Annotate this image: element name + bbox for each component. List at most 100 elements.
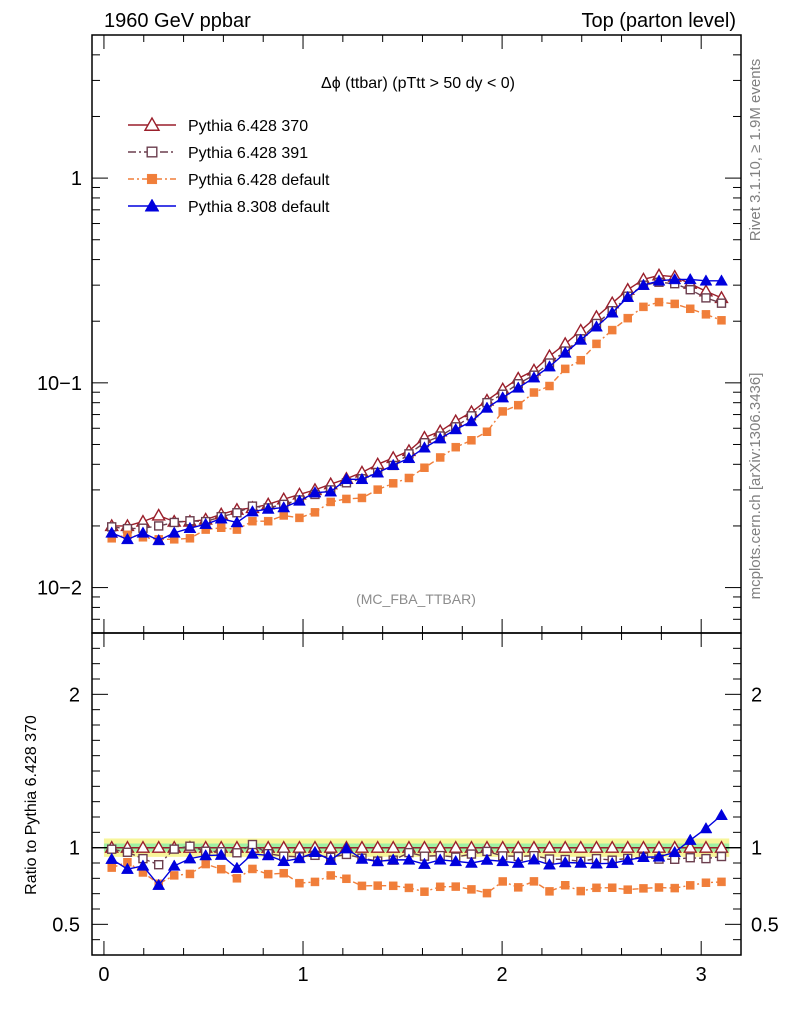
ratio-point xyxy=(169,871,179,880)
ratio-point xyxy=(370,840,385,853)
data-point xyxy=(152,533,166,546)
ratio-point xyxy=(605,856,619,869)
ratio-y-tick-label: 0.5 xyxy=(52,914,80,936)
ratio-point xyxy=(183,852,197,864)
data-point xyxy=(121,532,134,545)
data-point xyxy=(683,272,697,285)
data-point xyxy=(654,297,664,307)
data-point xyxy=(670,299,679,309)
data-point xyxy=(308,486,322,498)
data-point xyxy=(324,485,338,497)
ratio-point xyxy=(230,861,244,873)
mcplots-label: mcplots.cern.ch [arXiv:1306.3436] xyxy=(747,373,764,600)
x-tick-label: 2 xyxy=(497,964,508,986)
data-point xyxy=(357,493,367,503)
ratio-point xyxy=(511,856,525,868)
ratio-point xyxy=(105,852,119,864)
data-point xyxy=(637,278,650,290)
ratio-point xyxy=(620,840,635,853)
ratio-y-tick-label-right: 2 xyxy=(751,684,762,706)
data-point xyxy=(467,436,476,445)
ratio-point xyxy=(355,852,369,864)
data-point xyxy=(527,371,541,383)
ratio-point xyxy=(467,885,476,894)
data-point xyxy=(153,521,164,531)
ratio-point xyxy=(670,883,679,893)
data-point xyxy=(701,310,711,319)
ratio-point xyxy=(323,840,338,853)
ratio-point xyxy=(699,821,713,834)
data-point xyxy=(418,441,431,453)
data-point xyxy=(342,494,351,504)
ratio-point xyxy=(558,840,573,853)
ratio-point xyxy=(246,847,259,859)
data-point xyxy=(293,494,306,506)
ratio-point xyxy=(420,887,429,896)
x-tick-label: 1 xyxy=(297,964,308,986)
data-point xyxy=(214,512,228,524)
ratio-point xyxy=(560,881,570,890)
ratio-point xyxy=(498,877,507,886)
legend-marker xyxy=(143,116,161,131)
ratio-point xyxy=(402,853,416,865)
legend-marker xyxy=(146,173,158,185)
data-point xyxy=(496,391,510,403)
data-point xyxy=(558,346,572,358)
legend-label: Pythia 6.428 default xyxy=(188,172,330,189)
legend-marker xyxy=(144,198,160,212)
main-y-tick-label: 1 xyxy=(71,168,82,190)
ratio-point xyxy=(121,862,134,874)
data-point xyxy=(668,272,682,285)
legend-entry: Pythia 6.428 default xyxy=(128,172,330,189)
data-point xyxy=(605,306,619,318)
data-point xyxy=(716,298,727,308)
data-point xyxy=(465,414,478,427)
ratio-point xyxy=(685,881,695,890)
data-point xyxy=(230,515,244,528)
data-point xyxy=(295,513,304,523)
data-point xyxy=(621,290,635,302)
data-point xyxy=(511,381,525,393)
legend-marker xyxy=(146,146,158,158)
ratio-point xyxy=(279,868,288,878)
ratio-point xyxy=(357,881,367,891)
ratio-point xyxy=(404,883,414,893)
ratio-point xyxy=(685,853,695,863)
ratio-point xyxy=(435,882,445,892)
ratio-point xyxy=(308,845,322,858)
ratio-point xyxy=(465,856,478,868)
ratio-panel-frame xyxy=(91,632,742,956)
ratio-ylabel: Ratio to Pythia 6.428 370 xyxy=(23,715,40,895)
ratio-point xyxy=(576,886,585,896)
ratio-point xyxy=(513,883,523,892)
series-4 xyxy=(105,272,728,890)
ratio-point xyxy=(232,848,242,858)
data-point xyxy=(545,381,554,391)
series-line xyxy=(111,281,722,530)
ratio-point xyxy=(701,853,711,864)
ratio-point xyxy=(167,859,181,871)
series-1 xyxy=(104,267,729,853)
data-point xyxy=(105,526,119,538)
ratio-point xyxy=(589,840,604,853)
ratio-line xyxy=(111,861,722,894)
ratio-point xyxy=(542,840,557,853)
ratio-point xyxy=(717,877,726,887)
ratio-point xyxy=(371,854,385,867)
data-point xyxy=(232,508,242,518)
data-point xyxy=(652,274,666,286)
ratio-point xyxy=(199,849,213,861)
data-point xyxy=(310,508,320,517)
series-line xyxy=(111,301,722,541)
data-point xyxy=(699,274,713,286)
ratio-point xyxy=(386,840,401,853)
data-point xyxy=(435,453,445,462)
ratio-point xyxy=(326,871,335,880)
ratio-point xyxy=(592,883,601,893)
data-point xyxy=(639,302,648,312)
data-point xyxy=(449,422,463,435)
ratio-point xyxy=(623,885,632,894)
chart-title: Δϕ (ttbar) (pTtt > 50 dy < 0) xyxy=(321,75,515,92)
data-point xyxy=(592,339,601,349)
data-point xyxy=(373,485,382,494)
